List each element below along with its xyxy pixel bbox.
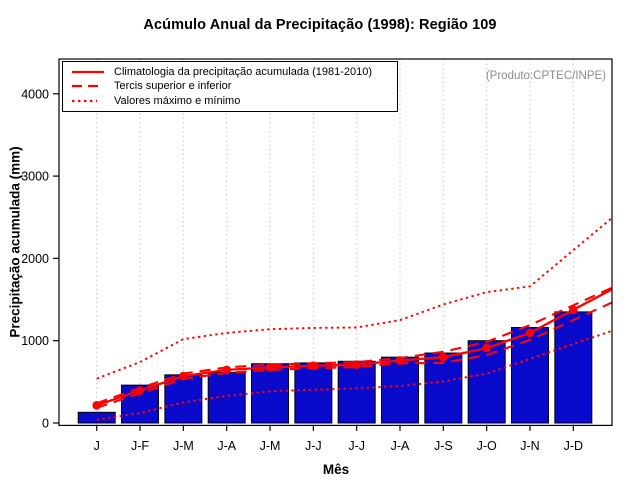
legend-item-maxmin: Valores máximo e mínimo	[71, 94, 391, 108]
climatology-point	[222, 365, 231, 375]
climatology-point	[265, 363, 275, 372]
bar-J-S	[424, 352, 463, 424]
legend-label: Tercis superior e inferior	[114, 80, 232, 93]
legend-item-terciles: Tercis superior e inferior	[71, 79, 391, 93]
climatology-point	[135, 386, 145, 395]
x-tick-label: J-A	[391, 439, 410, 453]
x-tick-label: J-J	[348, 439, 365, 453]
x-tick-label: J-D	[564, 439, 583, 453]
legend-item-climatology: Climatologia da precipitação acumulada (…	[71, 65, 391, 79]
climatology-point	[482, 343, 491, 353]
climatology-point	[352, 360, 361, 369]
x-tick-label: J-N	[520, 439, 539, 453]
x-tick-label: J-S	[434, 439, 453, 453]
bar-J-A	[381, 356, 420, 424]
climatology-point	[179, 371, 188, 381]
x-tick-label: J-A	[217, 439, 236, 453]
x-tick-label: J-O	[477, 439, 497, 453]
chart-legend: Climatologia da precipitação acumulada (…	[62, 61, 398, 112]
chart-title: Acúmulo Anual da Precipitação (1998): Re…	[143, 17, 497, 33]
dotted-line-icon	[72, 99, 97, 102]
series-dotted-line	[96, 329, 612, 421]
climatology-point	[569, 305, 578, 315]
bar-J-A	[207, 371, 246, 424]
x-tick-label: J-M	[260, 439, 281, 453]
climatology-point	[395, 356, 405, 365]
series-dotted-line	[96, 216, 612, 380]
bar-J-O	[467, 340, 506, 424]
bar-J-N	[511, 327, 549, 424]
bar-J-J	[294, 362, 333, 424]
bar-J-M	[164, 374, 203, 424]
y-tick-label: 4000	[21, 87, 49, 101]
legend-label: Valores máximo e mínimo	[114, 94, 241, 107]
x-tick-label: J-F	[131, 439, 149, 453]
y-tick-label: 2000	[21, 252, 49, 266]
legend-label: Climatologia da precipitação acumulada (…	[114, 66, 373, 79]
climatology-point	[309, 361, 318, 371]
dashed-line-icon	[72, 85, 104, 88]
x-tick-label: J-M	[173, 439, 194, 453]
y-tick-label: 1000	[21, 334, 49, 348]
x-tick-label: J	[94, 439, 100, 453]
y-axis-title: Precipitação acumulada (mm)	[7, 146, 23, 338]
climatology-point	[525, 328, 535, 338]
x-axis-title: Mês	[322, 462, 350, 477]
climatology-point	[439, 352, 448, 362]
product-credit-label: (Produto:CPTEC/INPE)	[485, 70, 606, 82]
climatology-point	[92, 401, 101, 410]
solid-line-icon	[72, 71, 104, 74]
y-tick-label: 0	[42, 417, 49, 431]
bar-J-J	[337, 360, 376, 424]
plot-border	[58, 58, 613, 426]
bar-J-D	[554, 311, 593, 424]
y-tick-label: 3000	[21, 170, 49, 184]
x-tick-label: J-J	[305, 439, 322, 453]
